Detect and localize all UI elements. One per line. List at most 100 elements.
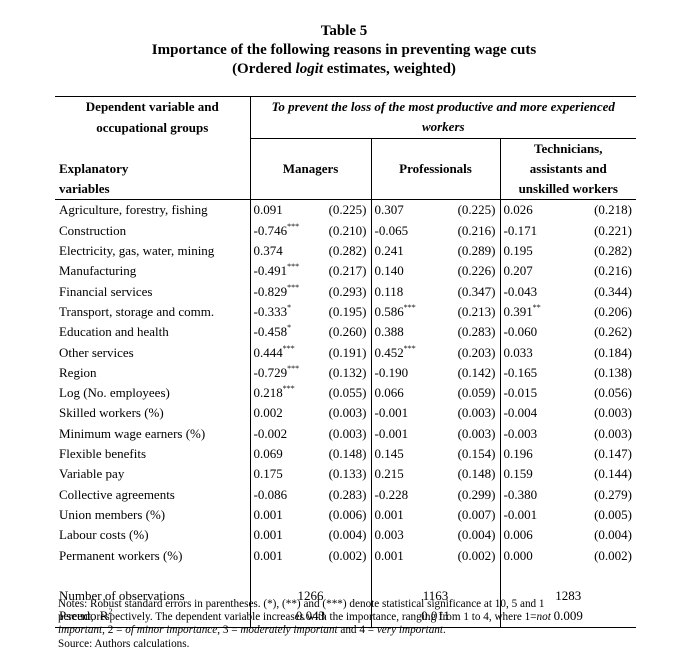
coefficient-value: -0.004 xyxy=(503,405,538,421)
coefficient-cell: 0.033 xyxy=(499,342,565,363)
coefficient-value: -0.458 xyxy=(253,324,288,340)
table-number: Table 5 xyxy=(320,23,368,39)
standard-error-cell: (0.344) xyxy=(594,283,632,299)
coefficient-value: 0.006 xyxy=(503,527,533,543)
coefficient-value: 0.140 xyxy=(374,263,404,279)
standard-error-cell: (0.148) xyxy=(457,466,496,482)
coefficient-cell: 0.001 xyxy=(249,545,310,566)
standard-error-cell: (0.133) xyxy=(328,466,367,482)
coefficient-cell: 0.586*** xyxy=(370,301,439,323)
coefficient-value: 0.001 xyxy=(253,506,283,522)
pseudo-r2-value: 0.011 xyxy=(370,606,500,628)
coefficient-cell: 0.118 xyxy=(370,281,439,302)
coefficient-value: 0.001 xyxy=(374,547,404,563)
row-label: Region xyxy=(59,364,97,380)
coefficient-value: 0.118 xyxy=(374,283,404,299)
table-row: Minimum wage earners (%) -0.002 (0.003) -0.… xyxy=(55,423,636,445)
standard-error-cell: (0.006) xyxy=(328,506,367,522)
pseudo-r2-label: Pseudo R2 xyxy=(55,606,250,628)
table-row: Labour costs (%) 0.001 (0.004) 0.003 (0.004)… xyxy=(55,525,636,546)
coefficient-value: 0.207 xyxy=(503,263,533,279)
standard-error-cell: (0.347) xyxy=(457,283,496,299)
coefficient-cell: -0.165 xyxy=(499,362,565,384)
standard-error-cell: (0.154) xyxy=(457,446,496,462)
coefficient-cell: 0.026 xyxy=(499,199,565,221)
group-header-technicians: Technicians, assistants and unskilled work… xyxy=(499,138,636,201)
coefficient-value: -0.171 xyxy=(503,222,538,238)
coefficient-value: -0.015 xyxy=(503,385,538,401)
coefficient-cell: -0.003 xyxy=(499,423,565,445)
standard-error-cell: (0.142) xyxy=(457,364,496,380)
coefficient-value: 0.218 xyxy=(253,385,283,401)
standard-error-cell: (0.007) xyxy=(457,506,496,522)
table-row: Financial services -0.829*** (0.293) 0.118 (… xyxy=(55,281,636,302)
coefficient-cell: 0.001 xyxy=(249,504,310,526)
standard-error-cell: (0.147) xyxy=(594,446,632,462)
pseudo-r2-value: 0.043 xyxy=(249,606,371,628)
coefficient-cell: 0.140 xyxy=(370,261,439,282)
standard-error-cell: (0.002) xyxy=(457,547,496,563)
row-label: Skilled workers (%) xyxy=(59,405,164,421)
coefficient-cell: -0.190 xyxy=(370,362,439,384)
significance-stars: *** xyxy=(282,343,295,353)
standard-error-cell: (0.191) xyxy=(328,344,367,360)
regression-table: Dependent variable and occupational group… xyxy=(55,96,636,628)
coefficient-value: 0.069 xyxy=(253,446,283,462)
coefficient-value: -0.002 xyxy=(253,425,288,441)
coefficient-value: 0.391 xyxy=(503,303,533,319)
standard-error-cell: (0.059) xyxy=(457,385,496,401)
explanatory-variables-header: Explanatory variables xyxy=(55,138,250,201)
standard-error-cell: (0.225) xyxy=(457,202,496,218)
coefficient-value: -0.165 xyxy=(503,364,538,380)
standard-error-cell: (0.225) xyxy=(328,202,367,218)
coefficient-value: 0.307 xyxy=(374,202,404,218)
significance-stars: *** xyxy=(287,262,300,272)
standard-error-cell: (0.148) xyxy=(328,446,367,462)
coefficient-cell: -0.002 xyxy=(249,423,310,445)
coefficient-value: -0.065 xyxy=(374,222,409,238)
standard-error-cell: (0.217) xyxy=(328,263,367,279)
standard-error-cell: (0.226) xyxy=(457,263,496,279)
coefficient-value: -0.043 xyxy=(503,283,538,299)
coefficient-cell: -0.333* xyxy=(249,301,310,323)
standard-error-cell: (0.210) xyxy=(328,222,367,238)
standard-error-cell: (0.004) xyxy=(594,527,632,543)
standard-error-cell: (0.003) xyxy=(457,425,496,441)
coefficient-value: 0.215 xyxy=(374,466,404,482)
coefficient-cell: 0.444*** xyxy=(249,342,310,363)
table-row: Skilled workers (%) 0.002 (0.003) -0.001 (0.… xyxy=(55,403,636,424)
table-title-block: Table 5 Importance of the following reas… xyxy=(0,22,688,79)
coefficient-cell: 0.145 xyxy=(370,444,439,465)
coefficient-value: -0.380 xyxy=(503,486,538,502)
group-header-managers: Managers xyxy=(249,138,371,201)
coefficient-cell: -0.065 xyxy=(370,220,439,242)
standard-error-cell: (0.260) xyxy=(328,324,367,340)
standard-error-cell: (0.002) xyxy=(594,547,632,563)
spacer-cell xyxy=(55,566,250,586)
spacer-row xyxy=(55,565,636,587)
notes-source: Source: Authors calculations. xyxy=(58,637,190,650)
notes-line-1: Notes: Robust standard errors in parenth… xyxy=(58,598,545,610)
standard-error-cell: (0.003) xyxy=(594,425,632,441)
coefficient-cell: 0.388 xyxy=(370,322,439,343)
row-label: Permanent workers (%) xyxy=(59,547,183,563)
coefficient-cell: 0.000 xyxy=(499,545,565,566)
coefficient-value: 0.066 xyxy=(374,385,404,401)
spacer-cell xyxy=(370,565,500,587)
table-row: Collective agreements -0.086 (0.283) -0.228… xyxy=(55,484,636,505)
coefficient-value: -0.086 xyxy=(253,486,288,502)
standard-error-cell: (0.004) xyxy=(328,527,367,543)
table-row: Education and health -0.458* (0.260) 0.388 (… xyxy=(55,322,636,343)
standard-error-cell: (0.262) xyxy=(594,324,632,340)
coefficient-cell: -0.380 xyxy=(499,484,565,505)
standard-error-cell: (0.003) xyxy=(328,425,367,441)
row-label: Flexible benefits xyxy=(59,446,147,462)
standard-error-cell: (0.003) xyxy=(594,405,632,421)
observations-value: 1283 xyxy=(499,586,636,607)
table-subheading: (Ordered logit estimates, weighted) xyxy=(232,61,456,77)
coefficient-value: 0.196 xyxy=(503,446,533,462)
coefficient-value: 0.026 xyxy=(503,202,533,218)
standard-error-cell: (0.218) xyxy=(594,202,632,218)
coefficient-value: -0.746 xyxy=(253,222,288,238)
standard-error-cell: (0.003) xyxy=(457,405,496,421)
